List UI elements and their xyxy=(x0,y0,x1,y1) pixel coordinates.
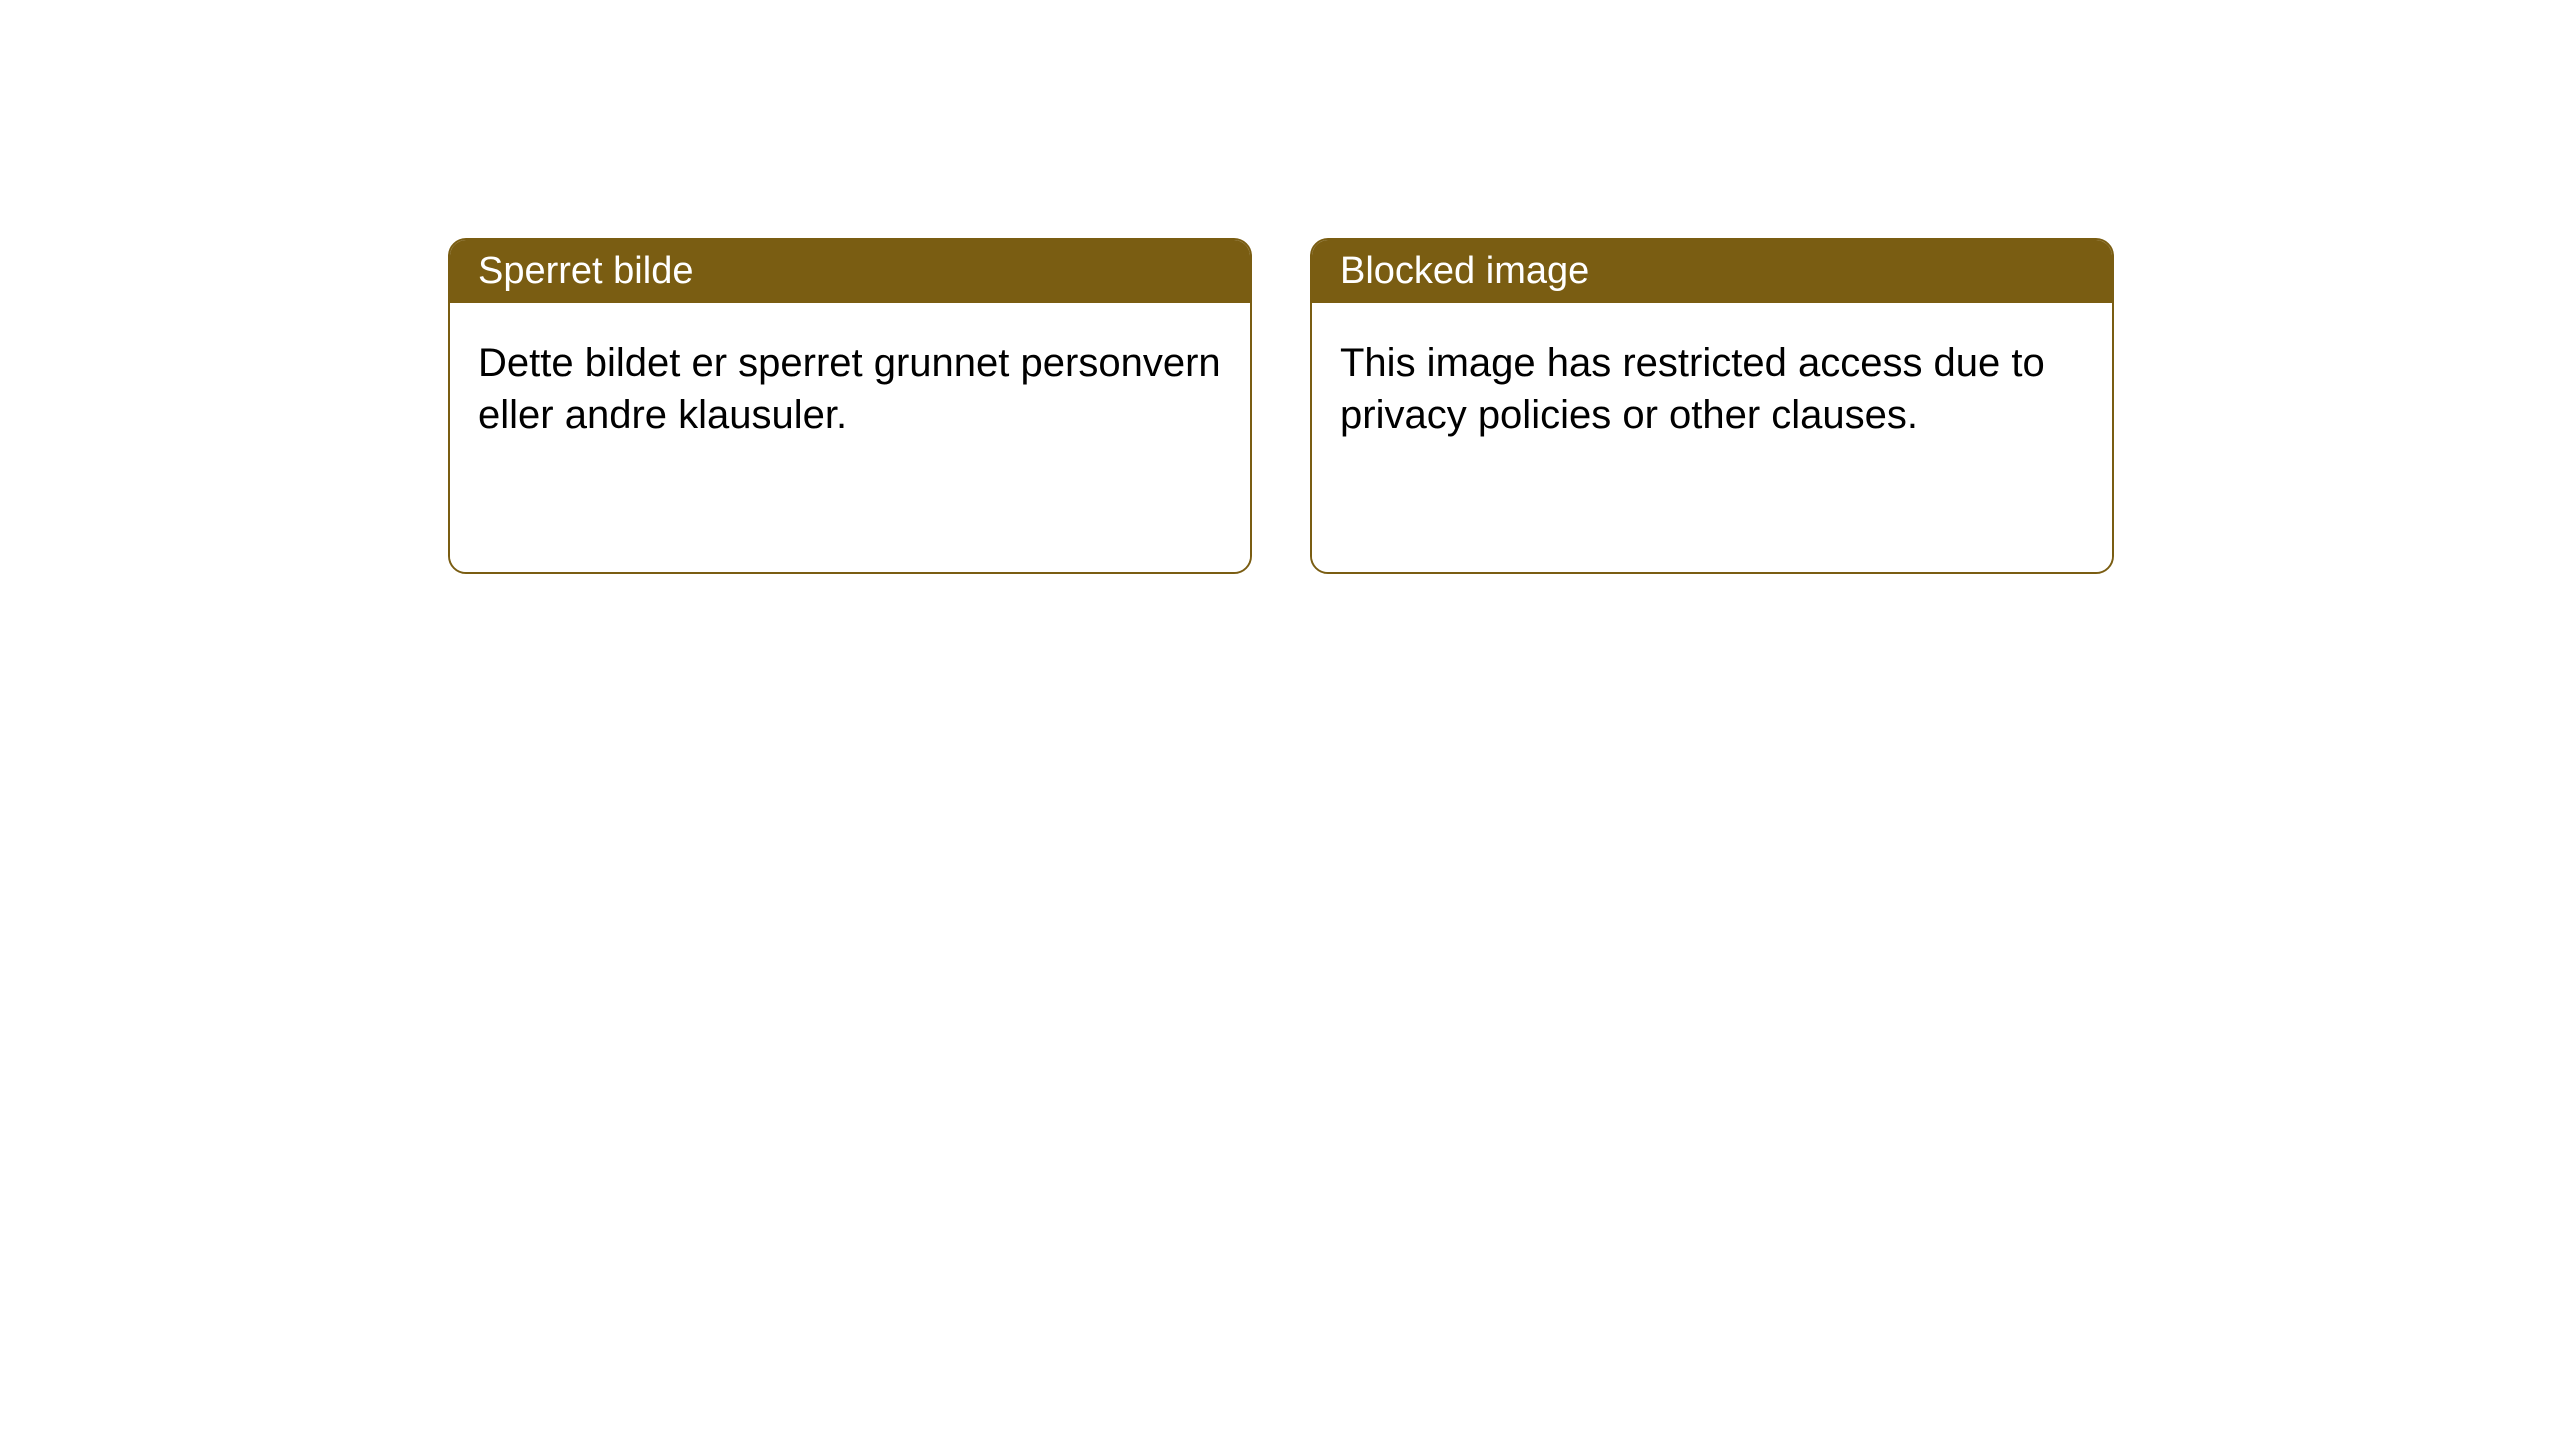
notice-card-en: Blocked image This image has restricted … xyxy=(1310,238,2114,574)
notice-title-en: Blocked image xyxy=(1312,240,2112,303)
notice-body-no: Dette bildet er sperret grunnet personve… xyxy=(450,303,1250,572)
notice-body-en: This image has restricted access due to … xyxy=(1312,303,2112,572)
notice-title-no: Sperret bilde xyxy=(450,240,1250,303)
notice-card-no: Sperret bilde Dette bildet er sperret gr… xyxy=(448,238,1252,574)
notice-container: Sperret bilde Dette bildet er sperret gr… xyxy=(0,0,2560,574)
